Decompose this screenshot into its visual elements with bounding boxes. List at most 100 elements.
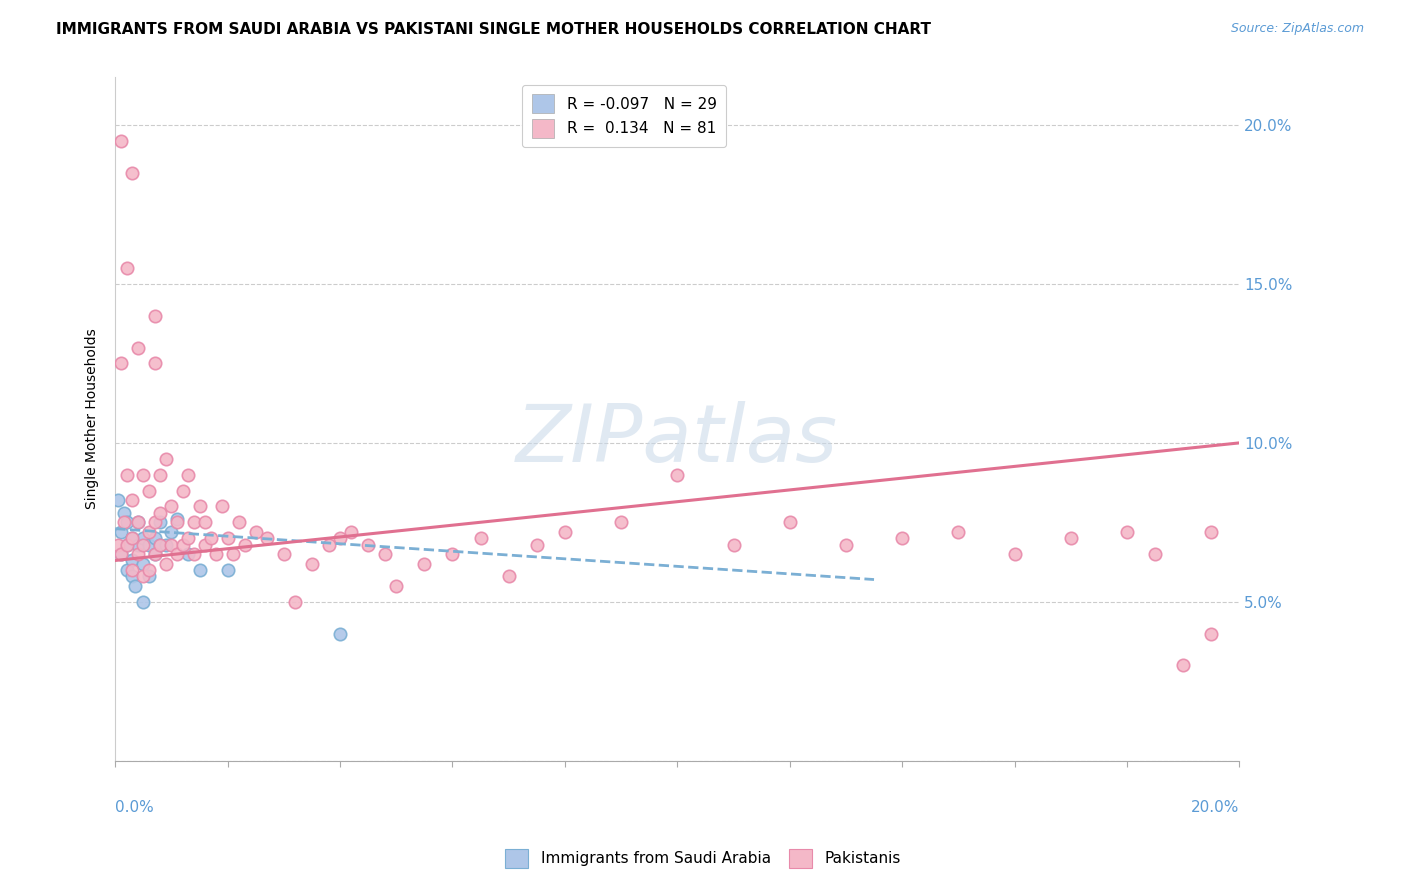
Point (183, 547, 205, 561)
Point (318, 538, 340, 552)
Point (160, 500, 183, 514)
Point (127, 516, 149, 530)
Point (470, 531, 492, 545)
Point (413, 557, 436, 571)
Point (127, 341, 149, 355)
Point (177, 531, 200, 545)
Point (115, 261, 138, 276)
Point (149, 516, 172, 530)
Point (155, 538, 177, 552)
Point (115, 516, 138, 530)
Point (233, 538, 256, 552)
Point (107, 493, 129, 508)
Point (107, 538, 129, 552)
Point (666, 467, 689, 482)
Point (245, 524, 267, 539)
Text: ZIPatlas: ZIPatlas (516, 401, 838, 478)
Point (138, 524, 160, 539)
Point (256, 531, 278, 545)
Point (143, 309, 166, 323)
Point (155, 557, 177, 571)
Point (138, 569, 160, 583)
Point (149, 538, 172, 552)
Point (194, 516, 217, 530)
Point (110, 547, 132, 561)
Point (115, 538, 138, 552)
Point (1004, 547, 1026, 561)
Point (554, 524, 576, 539)
Point (132, 569, 155, 583)
Point (1199, 524, 1222, 539)
Point (127, 538, 149, 552)
Point (143, 531, 166, 545)
Point (948, 524, 970, 539)
Point (166, 516, 188, 530)
Text: IMMIGRANTS FROM SAUDI ARABIA VS PAKISTANI SINGLE MOTHER HOUSEHOLDS CORRELATION C: IMMIGRANTS FROM SAUDI ARABIA VS PAKISTAN… (56, 22, 931, 37)
Point (138, 538, 160, 552)
Point (132, 467, 155, 482)
Point (143, 516, 166, 530)
Point (1116, 524, 1139, 539)
Point (610, 516, 633, 530)
Point (112, 506, 135, 520)
Point (188, 563, 211, 577)
Point (357, 538, 380, 552)
Point (121, 563, 143, 577)
Point (194, 538, 217, 552)
Point (166, 512, 188, 526)
Point (115, 563, 138, 577)
Legend: Immigrants from Saudi Arabia, Pakistanis: Immigrants from Saudi Arabia, Pakistanis (499, 843, 907, 873)
Text: 20.0%: 20.0% (1191, 799, 1239, 814)
Point (110, 134, 132, 148)
Point (1199, 626, 1222, 640)
Point (115, 467, 138, 482)
Point (121, 531, 143, 545)
Point (498, 569, 520, 583)
Point (143, 547, 166, 561)
Point (138, 563, 160, 577)
Point (160, 524, 183, 539)
Point (1144, 547, 1167, 561)
Point (160, 538, 183, 552)
Point (385, 579, 408, 593)
Point (217, 531, 239, 545)
Point (166, 547, 188, 561)
Point (115, 538, 138, 552)
Point (121, 531, 143, 545)
Point (211, 500, 233, 514)
Y-axis label: Single Mother Households: Single Mother Households (86, 328, 100, 509)
Legend: R = -0.097   N = 29, R =  0.134   N = 81: R = -0.097 N = 29, R = 0.134 N = 81 (523, 85, 725, 147)
Point (143, 547, 166, 561)
Text: Source: ZipAtlas.com: Source: ZipAtlas.com (1230, 22, 1364, 36)
Point (273, 547, 295, 561)
Point (132, 531, 155, 545)
Point (121, 569, 143, 583)
Point (143, 356, 166, 370)
Point (284, 595, 307, 609)
Point (124, 579, 146, 593)
Point (205, 547, 228, 561)
Point (172, 538, 194, 552)
Point (188, 500, 211, 514)
Point (779, 516, 801, 530)
Point (217, 563, 239, 577)
Point (374, 547, 396, 561)
Point (121, 166, 143, 180)
Point (110, 356, 132, 370)
Point (835, 538, 858, 552)
Point (172, 483, 194, 498)
Point (723, 538, 745, 552)
Point (155, 451, 177, 466)
Point (222, 547, 245, 561)
Point (526, 538, 548, 552)
Point (149, 506, 172, 520)
Point (127, 547, 149, 561)
Point (110, 547, 132, 561)
Point (110, 524, 132, 539)
Point (132, 595, 155, 609)
Point (127, 516, 149, 530)
Point (891, 531, 914, 545)
Point (329, 626, 352, 640)
Point (340, 524, 363, 539)
Text: 0.0%: 0.0% (115, 799, 155, 814)
